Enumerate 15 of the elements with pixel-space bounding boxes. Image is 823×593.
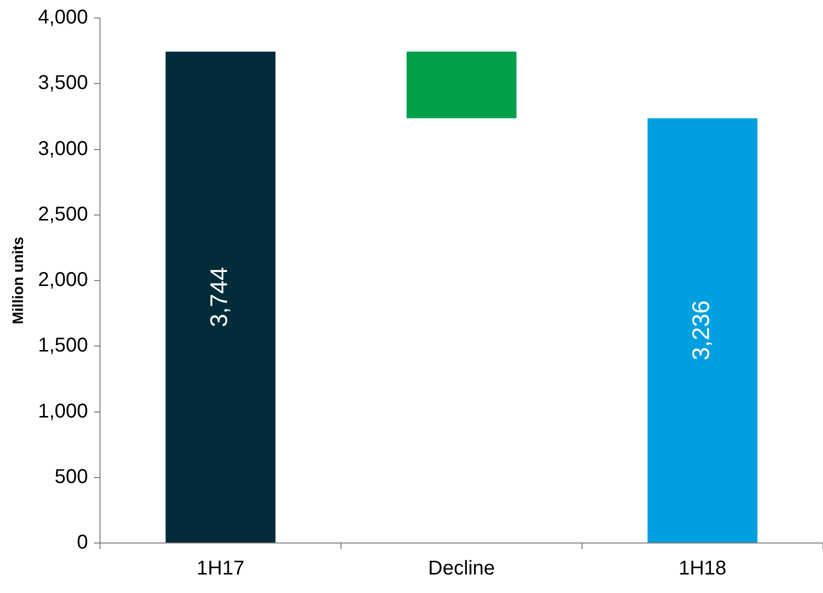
y-tick-label: 500 — [54, 466, 88, 488]
x-tick-label: 1H18 — [678, 558, 726, 580]
y-axis-title: Million units — [10, 236, 28, 324]
data-label: 3,744 — [206, 267, 234, 328]
y-tick-label: 3,000 — [38, 138, 88, 160]
y-tick-label: 2,500 — [38, 203, 88, 226]
x-tick-label: 1H17 — [196, 558, 244, 580]
y-tick-label: 0 — [76, 532, 88, 554]
y-tick-label: 3,500 — [38, 72, 88, 94]
data-label: 3,236 — [688, 300, 716, 360]
y-tick-label: 2,000 — [38, 269, 88, 292]
y-tick-label: 1,000 — [38, 400, 88, 422]
y-tick-label: 1,500 — [38, 334, 88, 357]
x-tick-label: Decline — [428, 558, 495, 580]
y-tick-label: 4,000 — [38, 6, 88, 29]
